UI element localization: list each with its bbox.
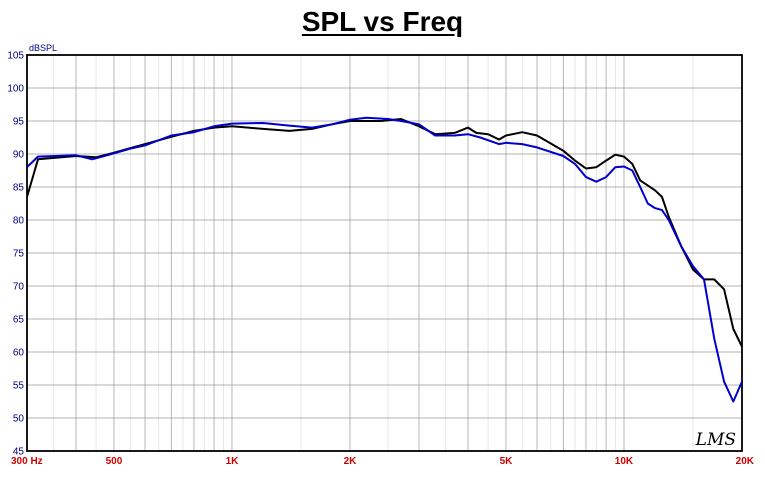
y-tick-label: 90 bbox=[13, 150, 25, 161]
x-tick-label: 1K bbox=[226, 456, 240, 467]
y-tick-label: 100 bbox=[7, 84, 24, 95]
y-tick-label: 105 bbox=[7, 51, 24, 62]
y-tick-label: 80 bbox=[13, 216, 25, 227]
y-tick-label: 45 bbox=[13, 447, 25, 458]
y-tick-label: 70 bbox=[13, 282, 25, 293]
x-tick-label: 500 bbox=[106, 456, 123, 467]
x-tick-label: 2K bbox=[344, 456, 358, 467]
x-tick-label: 5K bbox=[500, 456, 514, 467]
y-tick-label: 85 bbox=[13, 183, 25, 194]
y-tick-label: 50 bbox=[13, 414, 25, 425]
y-tick-label: 55 bbox=[13, 381, 25, 392]
lms-logo: LMS bbox=[695, 430, 736, 450]
y-tick-label: 95 bbox=[13, 117, 25, 128]
chart-title: SPL vs Freq bbox=[301, 6, 464, 37]
y-tick-label: 75 bbox=[13, 249, 25, 260]
series-line-1 bbox=[27, 118, 742, 348]
x-tick-label: 10K bbox=[615, 456, 634, 467]
y-tick-label: 65 bbox=[13, 315, 25, 326]
x-tick-label: 300 Hz bbox=[11, 456, 43, 467]
y-axis-label: dBSPL bbox=[29, 43, 57, 53]
plot-frame bbox=[26, 54, 743, 452]
x-tick-label: 20K bbox=[736, 456, 755, 467]
series-line-2 bbox=[27, 116, 742, 403]
y-tick-label: 60 bbox=[13, 348, 25, 359]
